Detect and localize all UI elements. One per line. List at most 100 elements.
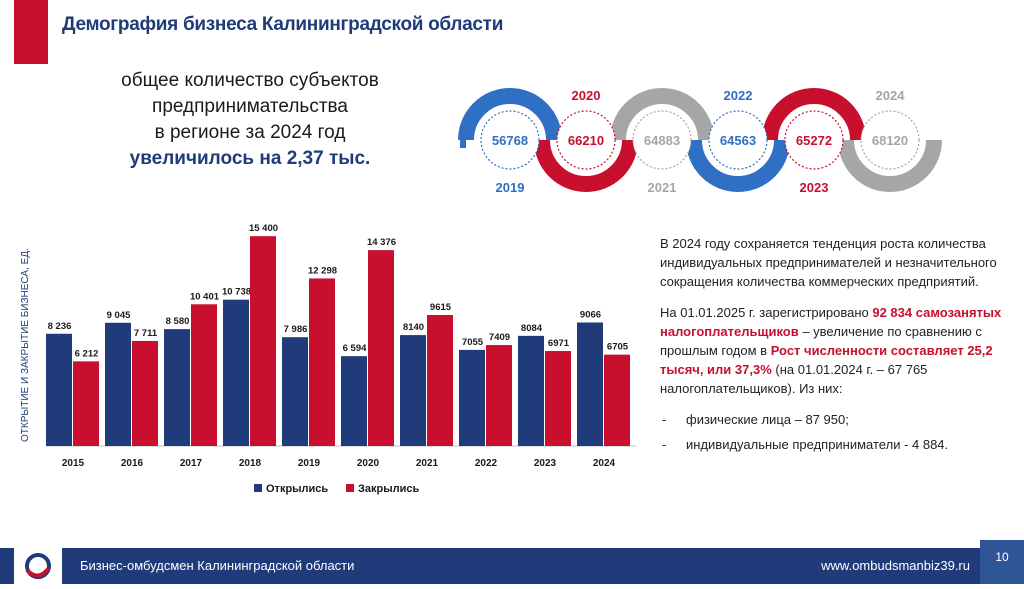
info-list-item: физические лица – 87 950;: [660, 410, 1010, 429]
legend-label: Закрылись: [358, 483, 419, 495]
wave-arc-2024: [838, 139, 942, 192]
chart-bar-opened: [282, 337, 308, 446]
summary-highlight: увеличилось на 2,37 тыс.: [129, 148, 371, 169]
legend-swatch: [254, 484, 262, 492]
wave-value-circle: [480, 110, 540, 170]
chart-bar-closed: [368, 250, 394, 446]
wave-value-label: 66210: [568, 133, 604, 148]
chart-data-label: 12 298: [308, 265, 337, 276]
wave-value-circle: [784, 110, 844, 170]
chart-bar-closed: [604, 354, 630, 446]
summary-line-1: общее количество субъектов: [121, 70, 379, 91]
info-text-a: На 01.01.2025 г. зарегистрировано: [660, 305, 873, 320]
chart-bar-closed: [427, 314, 453, 446]
footer-website-link[interactable]: www.ombudsmanbiz39.ru: [821, 558, 970, 573]
summary-line-2: предпринимательства: [152, 96, 348, 117]
chart-x-tick: 2020: [357, 458, 380, 469]
chart-ylabel: ОТКРЫТИЕ И ЗАКРЫТИЕ БИЗНЕСА, ЕД.: [20, 248, 31, 442]
wave-value-label: 56768: [492, 133, 528, 148]
chart-x-tick: 2022: [475, 458, 498, 469]
chart-data-label: 6971: [548, 338, 570, 349]
chart-x-tick: 2024: [593, 458, 616, 469]
chart-x-tick: 2023: [534, 458, 557, 469]
chart-bar-closed: [545, 351, 571, 446]
wave-value-circle: [860, 110, 920, 170]
chart-bar-opened: [341, 356, 367, 446]
info-list: физические лица – 87 950; индивидуальные…: [660, 410, 1010, 454]
info-list-item: индивидуальные предприниматели - 4 884.: [660, 435, 1010, 454]
wave-year-label: 2019: [496, 180, 525, 195]
chart-data-label: 8 236: [48, 321, 72, 332]
chart-data-label: 6 594: [343, 343, 367, 354]
chart-bar-opened: [46, 333, 72, 446]
chart-bar-opened: [223, 299, 249, 446]
info-text-e: (на 01.01.2024 г. – 67 765 налогоплатель…: [660, 362, 928, 396]
chart-data-label: 9615: [430, 302, 452, 313]
chart-bar-opened: [459, 349, 485, 446]
wave-value-label: 68120: [872, 133, 908, 148]
wave-year-label: 2021: [648, 180, 677, 195]
wave-arc-2020: [534, 139, 638, 192]
chart-data-label: 6705: [607, 342, 629, 353]
chart-x-tick: 2019: [298, 458, 321, 469]
info-panel: В 2024 году сохраняется тенденция роста …: [660, 234, 1010, 460]
chart-data-label: 15 400: [249, 223, 278, 234]
chart-x-tick: 2018: [239, 458, 262, 469]
chart-x-tick: 2017: [180, 458, 203, 469]
wave-value-label: 64563: [720, 133, 756, 148]
wave-year-label: 2022: [724, 88, 753, 103]
yearly-totals-wave: 56768 2019 66210 2020 64883 2021 64563 2022 6527…: [458, 88, 942, 195]
chart-bar-closed: [486, 345, 512, 446]
chart-x-tick: 2016: [121, 458, 144, 469]
chart-data-label: 7 986: [284, 324, 308, 335]
ombudsman-logo: [14, 548, 62, 584]
chart-bar-opened: [577, 322, 603, 446]
footer-organization: Бизнес-омбудсмен Калининградской области: [80, 558, 355, 573]
chart-data-label: 7055: [462, 337, 484, 348]
chart-data-label: 9066: [580, 309, 601, 320]
wave-value-label: 65272: [796, 133, 832, 148]
chart-bar-closed: [250, 236, 276, 446]
page-title: Демография бизнеса Калининградской облас…: [62, 14, 504, 35]
wave-arc-2019: [458, 88, 562, 141]
chart-bar-closed: [132, 340, 158, 446]
wave-arc-2023: [762, 88, 866, 141]
wave-value-circle: [556, 110, 616, 170]
wave-value-circle: [632, 110, 692, 170]
chart-bar-closed: [73, 361, 99, 446]
chart-x-tick: 2015: [62, 458, 85, 469]
summary-line-3: в регионе за 2024 год: [154, 122, 346, 143]
chart-bar-opened: [518, 335, 544, 446]
chart-bar-opened: [400, 335, 426, 446]
chart-data-label: 7 711: [134, 328, 158, 339]
wave-value-circle: [708, 110, 768, 170]
summary-block: общее количество субъектов предпринимате…: [100, 68, 400, 172]
chart-data-label: 8084: [521, 323, 543, 334]
info-selfemployed-count: 92 834 самозанятых налогоплательщиков: [660, 305, 1002, 339]
info-paragraph-selfemployed: На 01.01.2025 г. зарегистрировано 92 834…: [660, 303, 1010, 398]
chart-bar-closed: [309, 278, 335, 446]
chart-data-label: 7409: [489, 332, 510, 343]
open-close-bar-chart: ОТКРЫТИЕ И ЗАКРЫТИЕ БИЗНЕСА, ЕД. 8 236 6 2…: [20, 223, 636, 495]
chart-data-label: 8 580: [166, 316, 190, 327]
chart-data-label: 9 045: [107, 310, 131, 321]
info-growth: Рост численности составляет 25,2 тысяч, …: [660, 343, 993, 377]
title-accent-bar: [14, 0, 48, 64]
wave-year-label: 2024: [876, 88, 906, 103]
chart-bar-opened: [164, 329, 190, 446]
chart-data-label: 8140: [403, 322, 424, 333]
wave-arc-2022: [686, 139, 790, 192]
wave-value-label: 64883: [644, 133, 680, 148]
chart-x-tick: 2021: [416, 458, 439, 469]
info-text-c: – увеличение по сравнению с прошлым годо…: [660, 324, 982, 358]
chart-bar-closed: [191, 304, 217, 446]
legend-swatch: [346, 484, 354, 492]
footer-bar: Бизнес-омбудсмен Калининградской области…: [0, 548, 1024, 584]
legend-label: Открылись: [266, 483, 328, 495]
wave-arc-2021: [610, 88, 714, 141]
chart-data-label: 14 376: [367, 237, 396, 248]
page-number: 10: [980, 540, 1024, 584]
wave-year-label: 2023: [800, 180, 829, 195]
chart-bar-opened: [105, 322, 131, 446]
chart-data-label: 10 401: [190, 291, 220, 302]
